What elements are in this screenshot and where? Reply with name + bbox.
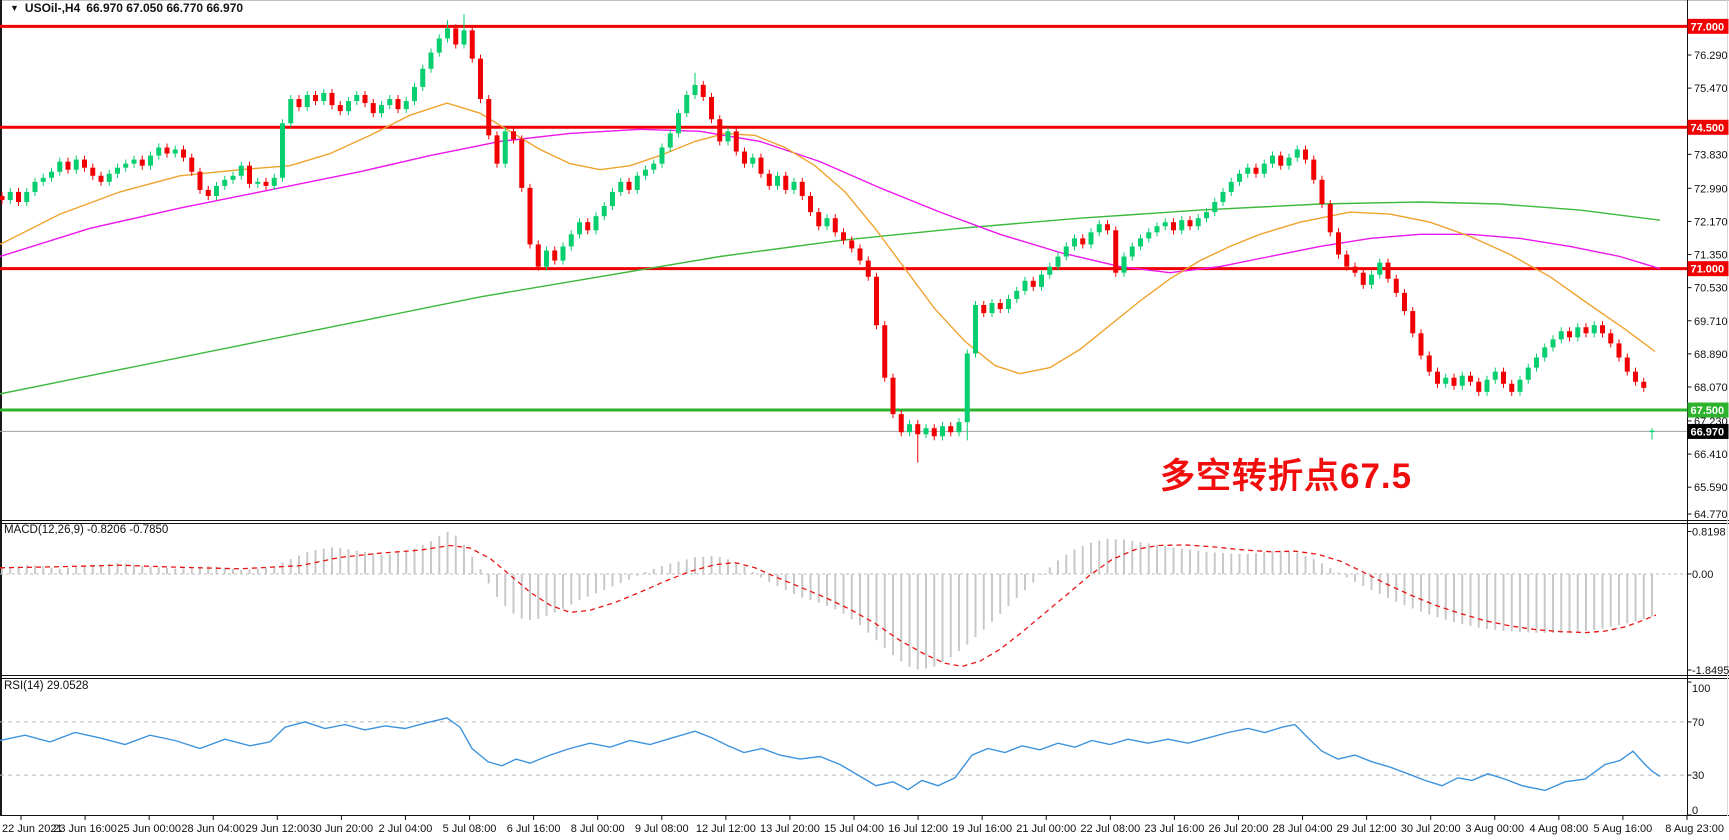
svg-text:5 Aug 16:00: 5 Aug 16:00 — [1594, 823, 1653, 835]
svg-text:72.990: 72.990 — [1694, 183, 1728, 195]
macd-signal-line — [0, 544, 1657, 668]
svg-text:68.070: 68.070 — [1694, 382, 1728, 394]
svg-text:9 Jul 08:00: 9 Jul 08:00 — [635, 823, 689, 835]
svg-text:66.970: 66.970 — [1691, 426, 1725, 438]
panel-borders — [0, 0, 1729, 816]
macd-indicator-label: MACD(12,26,9) -0.8206 -0.7850 — [4, 524, 169, 536]
svg-text:6 Jul 16:00: 6 Jul 16:00 — [507, 823, 561, 835]
svg-text:22 Jul 08:00: 22 Jul 08:00 — [1080, 823, 1140, 835]
ma-orange-line — [0, 102, 1656, 375]
rsi-indicator-label: RSI(14) 29.0528 — [4, 680, 89, 692]
chart-title: ▼ USOil-,H4 66.970 67.050 66.770 66.970 — [10, 1, 243, 15]
svg-text:4 Aug 08:00: 4 Aug 08:00 — [1529, 823, 1588, 835]
svg-text:19 Jul 16:00: 19 Jul 16:00 — [952, 823, 1012, 835]
svg-text:0.00: 0.00 — [1692, 569, 1713, 581]
svg-text:26 Jul 20:00: 26 Jul 20:00 — [1208, 823, 1268, 835]
svg-text:68.890: 68.890 — [1694, 349, 1728, 361]
price-tag-74.500: 74.500 — [1687, 119, 1729, 135]
svg-text:15 Jul 04:00: 15 Jul 04:00 — [824, 823, 884, 835]
svg-text:22 Jun 2021: 22 Jun 2021 — [2, 823, 63, 835]
svg-text:70: 70 — [1692, 717, 1704, 729]
svg-text:67.500: 67.500 — [1691, 405, 1725, 417]
svg-text:21 Jul 00:00: 21 Jul 00:00 — [1016, 823, 1076, 835]
svg-text:30: 30 — [1692, 770, 1704, 782]
svg-text:77.000: 77.000 — [1691, 21, 1725, 33]
symbol-dropdown-icon[interactable]: ▼ — [10, 3, 19, 13]
svg-text:5 Jul 08:00: 5 Jul 08:00 — [443, 823, 497, 835]
svg-text:30 Jun 20:00: 30 Jun 20:00 — [310, 823, 374, 835]
price-axis: 76.290 75.470 73.830 72.990 72.170 71.350 70.5… — [1687, 50, 1728, 521]
rsi-line — [0, 717, 1661, 792]
svg-text:76.290: 76.290 — [1694, 50, 1728, 62]
svg-text:3 Aug 00:00: 3 Aug 00:00 — [1465, 823, 1524, 835]
price-tag-67.500: 67.500 — [1687, 402, 1729, 418]
svg-text:30 Jul 20:00: 30 Jul 20:00 — [1401, 823, 1461, 835]
svg-text:8 Aug 23:00: 8 Aug 23:00 — [1665, 823, 1724, 835]
svg-text:100: 100 — [1692, 683, 1710, 695]
svg-text:65.590: 65.590 — [1694, 482, 1728, 494]
candlestick-series — [0, 14, 1655, 463]
macd-panel: 0.8198 0.00 -1.8495 — [0, 526, 1729, 677]
svg-text:0.8198: 0.8198 — [1692, 526, 1726, 538]
svg-text:69.710: 69.710 — [1694, 316, 1728, 328]
moving-averages — [0, 102, 1661, 395]
ma-green-line — [0, 201, 1661, 395]
svg-text:29 Jun 12:00: 29 Jun 12:00 — [245, 823, 309, 835]
ma-magenta-line — [0, 128, 1661, 274]
svg-text:71.350: 71.350 — [1694, 250, 1728, 262]
svg-text:-1.8495: -1.8495 — [1692, 665, 1729, 677]
rsi-panel: 100 70 30 0 — [0, 681, 1710, 817]
svg-text:23 Jul 16:00: 23 Jul 16:00 — [1144, 823, 1204, 835]
annotation-text: 多空转折点67.5 — [1160, 457, 1413, 496]
horizontal-levels — [0, 24, 1687, 432]
svg-text:29 Jul 12:00: 29 Jul 12:00 — [1337, 823, 1397, 835]
svg-text:13 Jul 20:00: 13 Jul 20:00 — [760, 823, 820, 835]
svg-text:16 Jul 12:00: 16 Jul 12:00 — [888, 823, 948, 835]
svg-text:12 Jul 12:00: 12 Jul 12:00 — [696, 823, 756, 835]
symbol-period-label: USOil-,H4 — [24, 1, 81, 15]
svg-text:0: 0 — [1692, 805, 1698, 817]
ohlc-values: 66.970 67.050 66.770 66.970 — [86, 1, 244, 15]
svg-text:28 Jul 04:00: 28 Jul 04:00 — [1273, 823, 1333, 835]
svg-text:73.830: 73.830 — [1694, 149, 1728, 161]
svg-text:23 Jun 16:00: 23 Jun 16:00 — [53, 823, 117, 835]
svg-text:71.000: 71.000 — [1691, 264, 1725, 276]
svg-text:64.770: 64.770 — [1694, 509, 1728, 521]
svg-text:75.470: 75.470 — [1694, 83, 1728, 95]
price-tag-71.000: 71.000 — [1687, 261, 1729, 277]
svg-text:66.410: 66.410 — [1694, 449, 1728, 461]
svg-text:72.170: 72.170 — [1694, 216, 1728, 228]
svg-text:28 Jun 04:00: 28 Jun 04:00 — [181, 823, 245, 835]
price-tag-77.000: 77.000 — [1687, 18, 1729, 34]
price-tag-current: 66.970 — [1687, 423, 1729, 439]
svg-text:70.530: 70.530 — [1694, 283, 1728, 295]
svg-text:74.500: 74.500 — [1691, 122, 1725, 134]
svg-text:8 Jul 00:00: 8 Jul 00:00 — [571, 823, 625, 835]
svg-text:2 Jul 04:00: 2 Jul 04:00 — [379, 823, 433, 835]
svg-text:25 Jun 00:00: 25 Jun 00:00 — [117, 823, 181, 835]
